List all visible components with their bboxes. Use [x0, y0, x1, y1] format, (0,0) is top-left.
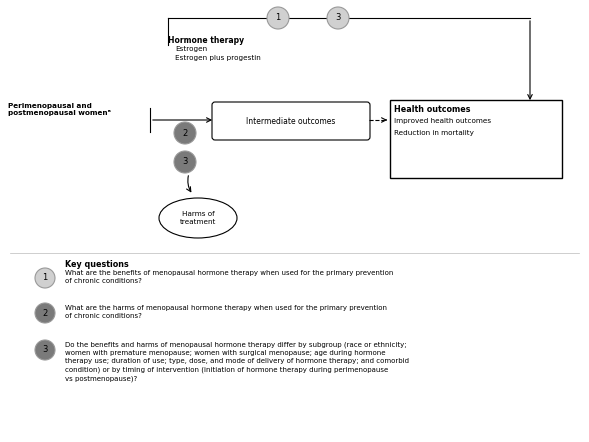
- FancyBboxPatch shape: [212, 102, 370, 140]
- Circle shape: [35, 340, 55, 360]
- Text: Estrogen plus progestin: Estrogen plus progestin: [175, 55, 261, 61]
- Text: Estrogen: Estrogen: [175, 46, 207, 52]
- FancyArrowPatch shape: [187, 176, 191, 192]
- Text: Intermediate outcomes: Intermediate outcomes: [246, 117, 336, 126]
- Text: Perimenopausal and
postmenopausal womenᵃ: Perimenopausal and postmenopausal womenᵃ: [8, 103, 111, 116]
- Text: 1: 1: [42, 274, 48, 282]
- Text: 3: 3: [42, 346, 48, 354]
- Circle shape: [35, 268, 55, 288]
- Text: 2: 2: [42, 309, 48, 317]
- Text: Hormone therapy: Hormone therapy: [168, 36, 244, 45]
- Text: 1: 1: [276, 14, 280, 23]
- Circle shape: [327, 7, 349, 29]
- Text: 3: 3: [335, 14, 340, 23]
- Circle shape: [174, 122, 196, 144]
- Circle shape: [174, 151, 196, 173]
- Text: Improved health outcomes: Improved health outcomes: [394, 118, 491, 124]
- Text: Do the benefits and harms of menopausal hormone therapy differ by subgroup (race: Do the benefits and harms of menopausal …: [65, 342, 409, 381]
- Circle shape: [267, 7, 289, 29]
- Text: 2: 2: [183, 129, 188, 137]
- Text: 3: 3: [183, 157, 188, 167]
- Circle shape: [35, 303, 55, 323]
- Text: Harms of
treatment: Harms of treatment: [180, 212, 216, 225]
- Text: What are the harms of menopausal hormone therapy when used for the primary preve: What are the harms of menopausal hormone…: [65, 305, 387, 319]
- Ellipse shape: [159, 198, 237, 238]
- FancyBboxPatch shape: [390, 100, 562, 178]
- Text: Health outcomes: Health outcomes: [394, 105, 471, 114]
- Text: Reduction in mortality: Reduction in mortality: [394, 130, 474, 136]
- Text: Key questions: Key questions: [65, 260, 129, 269]
- Text: What are the benefits of menopausal hormone therapy when used for the primary pr: What are the benefits of menopausal horm…: [65, 270, 393, 284]
